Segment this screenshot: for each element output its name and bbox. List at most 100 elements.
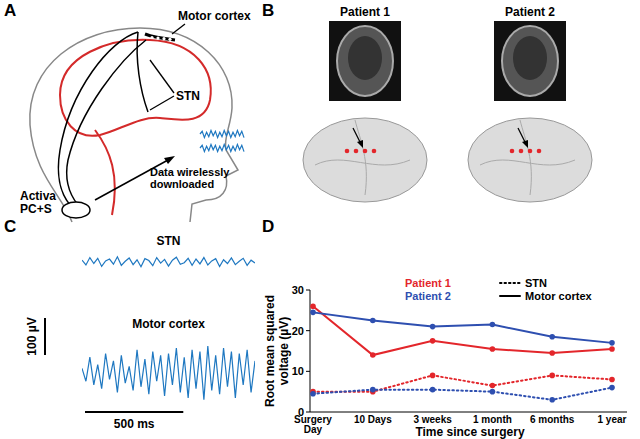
arrowhead — [522, 140, 528, 148]
text-line: B — [262, 1, 274, 20]
electrode-contact — [354, 149, 359, 154]
scale-label: 500 ms — [114, 417, 155, 431]
contact — [150, 36, 153, 39]
text-line: 1 year — [598, 414, 627, 425]
text-line: downloaded — [150, 178, 214, 190]
label: ActivaPC+S — [20, 189, 56, 216]
text-line: 10 Days — [354, 414, 392, 425]
legend-swatch — [500, 295, 520, 297]
point — [549, 350, 555, 356]
trace-title: Motor cortex — [132, 317, 205, 331]
legend-entry: Patient 2 — [405, 290, 451, 302]
background — [0, 0, 640, 439]
arrowhead — [357, 140, 363, 148]
text-line: voltage (µV) — [277, 317, 291, 385]
trace-title: STN — [157, 234, 181, 248]
y-tick-label: 10 — [292, 365, 304, 377]
text-line: 6 months — [530, 414, 575, 425]
imaging: Patient 1 Patient 2 — [303, 5, 592, 202]
sulcus — [315, 160, 410, 165]
electrode-contact — [519, 149, 524, 154]
plot-area — [310, 303, 615, 402]
text-line: C — [4, 217, 16, 236]
text-line: PC+S — [20, 202, 52, 216]
contact — [162, 37, 165, 40]
lead — [137, 32, 148, 112]
arrow — [172, 24, 185, 34]
text-line: Patient 2 — [505, 5, 555, 19]
arrow — [150, 60, 174, 93]
trace-group — [82, 257, 255, 267]
wave-icon — [200, 130, 244, 137]
mri-head — [502, 26, 558, 96]
label: STN — [176, 89, 200, 103]
mri-head — [337, 26, 393, 96]
point — [430, 324, 436, 330]
point — [490, 346, 496, 352]
point — [370, 387, 376, 393]
x-axis — [310, 412, 627, 413]
legend-entry: Motor cortex — [525, 290, 593, 302]
point — [609, 340, 615, 346]
trace — [82, 346, 255, 400]
mri-image — [329, 21, 401, 101]
cortex-render — [468, 118, 592, 202]
rms-chart: 0102030SurgeryDay10 Days3 weeks1 month6 … — [263, 277, 627, 439]
label: Data wirelesslydownloaded — [150, 166, 230, 190]
x-tick-label: 3 weeks — [413, 414, 452, 425]
trace — [82, 257, 255, 267]
legend-swatch — [500, 282, 520, 284]
trace-group — [82, 346, 255, 400]
panel-label: C — [4, 217, 16, 236]
y-tick-label: 30 — [292, 284, 304, 296]
electrode-contact — [363, 149, 368, 154]
y-tick — [306, 412, 310, 413]
text-line: 1 month — [473, 414, 512, 425]
point — [609, 346, 615, 352]
x-tick-label: 1 year — [598, 414, 627, 425]
series-line — [313, 375, 612, 391]
x-tick-label: 6 months — [530, 414, 575, 425]
mri-image — [494, 21, 566, 101]
head-outline — [30, 28, 238, 222]
point — [609, 385, 615, 391]
point — [430, 373, 436, 379]
patient-label: Patient 1 — [340, 5, 390, 19]
point — [310, 303, 316, 309]
point — [310, 391, 316, 397]
electrode-contact — [537, 149, 542, 154]
sulcus — [520, 120, 531, 195]
text-line: Activa — [20, 189, 56, 203]
y-tick — [306, 290, 310, 291]
point — [490, 383, 496, 389]
extension-wire — [67, 40, 146, 205]
device — [62, 202, 90, 218]
y-tick-label: 20 — [292, 325, 304, 337]
scale-bar-y — [44, 318, 46, 355]
series-line — [313, 306, 612, 355]
electrode-contact — [510, 149, 515, 154]
x-tick-label: SurgeryDay — [294, 414, 332, 435]
text-line: Motor cortex — [525, 290, 593, 302]
point — [549, 334, 555, 340]
y-tick — [306, 330, 310, 331]
label: Motor cortex — [178, 9, 251, 23]
text-line: STN — [157, 234, 181, 248]
text-line: Day — [304, 424, 323, 435]
text-line: Data wirelessly — [150, 166, 230, 178]
text-line: Patient 1 — [405, 277, 451, 289]
mri-brain — [513, 36, 547, 80]
panel-label: D — [262, 217, 274, 236]
traces: STN Motor cortex 100 µV 500 ms — [25, 234, 255, 431]
point — [430, 387, 436, 393]
arrowhead — [164, 156, 175, 164]
contact — [168, 38, 171, 41]
electrode-contact — [345, 149, 350, 154]
point — [549, 373, 555, 379]
text-line: STN — [176, 89, 200, 103]
scale-label: 100 µV — [25, 317, 39, 355]
text-line: D — [262, 217, 274, 236]
panel-label: A — [4, 1, 16, 20]
text-line: Root mean squared — [263, 295, 277, 407]
text-line: Patient 2 — [405, 290, 451, 302]
